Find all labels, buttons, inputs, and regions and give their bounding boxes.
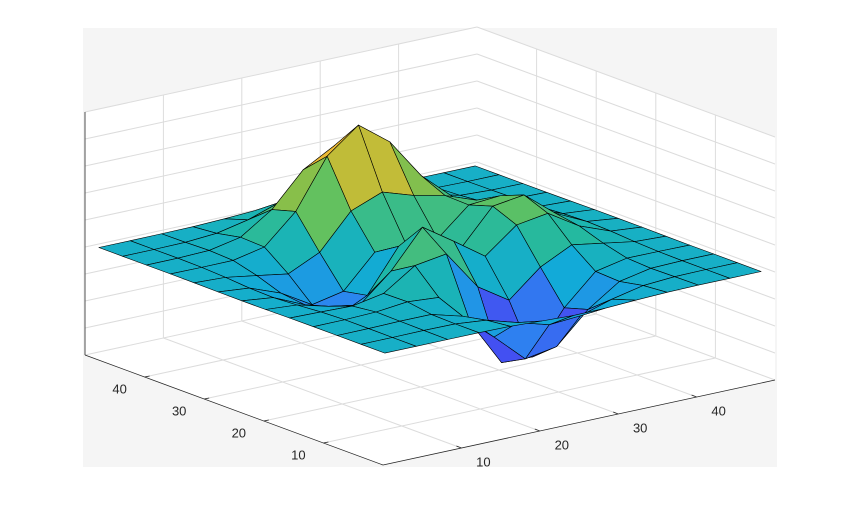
- x-tick: [456, 445, 462, 449]
- y-axis-line: [84, 354, 384, 466]
- surface-face: [360, 337, 417, 354]
- x-tick: [691, 394, 697, 398]
- grid-line: [84, 107, 478, 194]
- x-tick: [613, 411, 619, 415]
- axes: 10 20 30 40 10 20 30 40: [84, 112, 776, 469]
- x-axis-line: [382, 379, 776, 466]
- y-tick: [144, 375, 150, 378]
- x-tick-label: 20: [555, 437, 569, 452]
- floor-pane: [85, 270, 775, 465]
- surface: [98, 124, 762, 363]
- grid-line: [84, 134, 478, 221]
- x-tick-label: 30: [633, 420, 647, 435]
- grid-line: [476, 80, 776, 192]
- grid-line: [241, 320, 540, 432]
- grid-line: [476, 107, 776, 219]
- x-tick-label: 10: [476, 454, 490, 469]
- y-tick: [263, 419, 269, 422]
- grid-line: [476, 134, 776, 246]
- y-tick-label: 20: [232, 425, 246, 440]
- grid-line: [263, 335, 656, 422]
- grid-line: [163, 337, 462, 449]
- x-tick: [534, 428, 540, 432]
- y-tick-label: 40: [112, 381, 126, 396]
- grid-line: [84, 26, 478, 113]
- x-tick-label: 40: [711, 403, 725, 418]
- y-tick-label: 30: [172, 403, 186, 418]
- grid-line: [476, 161, 776, 273]
- grid-line: [323, 357, 716, 444]
- grid-line: [84, 80, 478, 167]
- y-tick: [323, 441, 329, 444]
- y-tick: [204, 397, 210, 400]
- grid-line: [84, 53, 478, 140]
- y-tick-label: 10: [291, 447, 305, 462]
- grid-line: [476, 26, 776, 138]
- grid-line: [476, 53, 776, 165]
